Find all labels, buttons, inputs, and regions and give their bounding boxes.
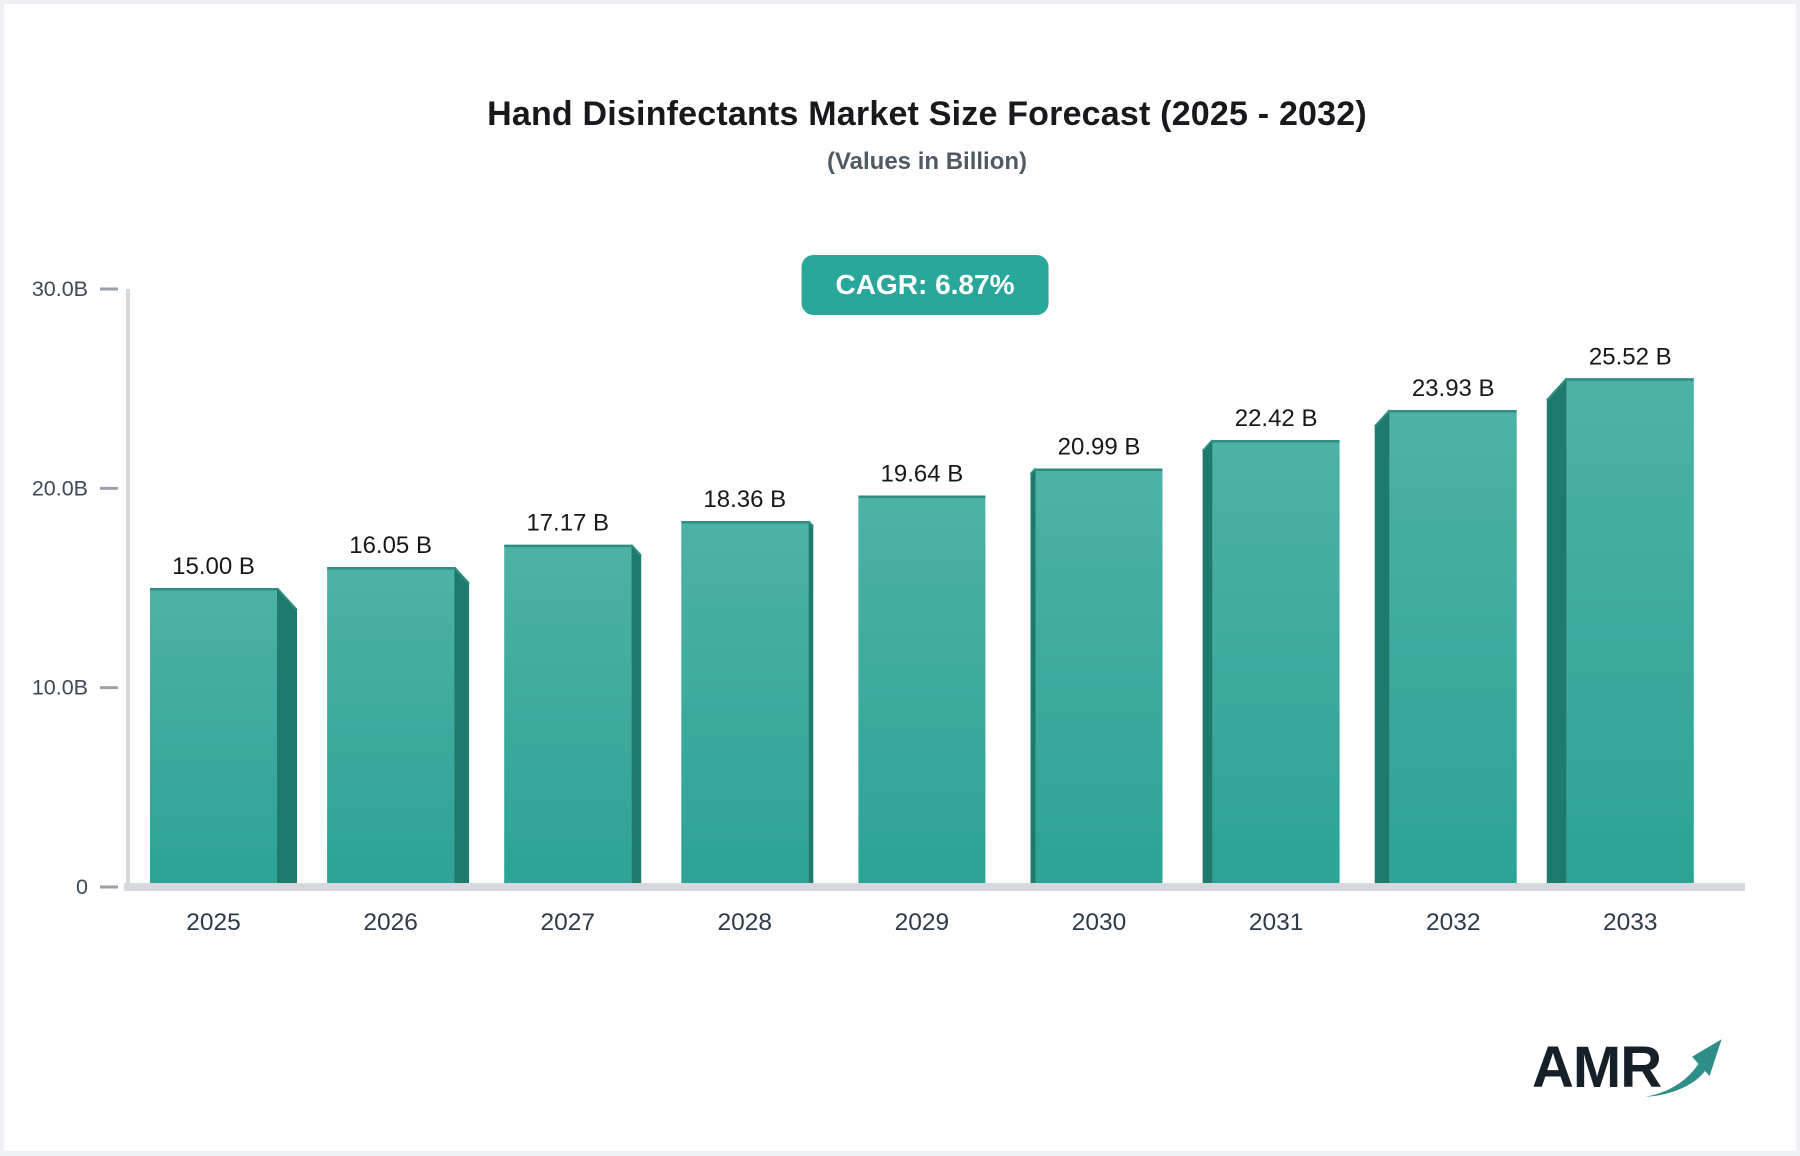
bar-side-3d [631, 544, 642, 887]
bar-side-edge [1029, 467, 1037, 475]
bar-side-edge [807, 520, 815, 528]
bar-side-3d [277, 588, 297, 887]
x-label-2033: 2033 [1603, 909, 1658, 936]
bar-side-3d [1546, 378, 1567, 887]
growth-arrow-icon [1645, 1039, 1722, 1097]
x-label-2026: 2026 [363, 909, 418, 936]
x-label-2028: 2028 [718, 909, 773, 936]
bar-2033 [1566, 378, 1694, 887]
x-label-2030: 2030 [1072, 909, 1127, 936]
bar-side-3d [1374, 409, 1390, 887]
bar-side-edge [1546, 377, 1568, 401]
bar-side-edge [453, 566, 470, 585]
y-tick-label: 20.0B [32, 476, 88, 500]
bar-side-3d [808, 521, 814, 887]
bar-2027 [504, 544, 632, 887]
bar-2025 [150, 588, 277, 887]
chart-title: Hand Disinfectants Market Size Forecast … [487, 95, 1367, 133]
bar-side-3d [1030, 468, 1036, 887]
bar-2032 [1389, 409, 1517, 887]
value-label-2031: 22.42 B [1235, 405, 1318, 432]
cagr-badge: CAGR: 6.87% [801, 255, 1049, 315]
x-label-2029: 2029 [895, 909, 950, 936]
value-label-2029: 19.64 B [881, 461, 964, 488]
bar-side-edge [1201, 439, 1214, 452]
value-label-2027: 17.17 B [526, 510, 609, 537]
y-tick-label: 30.0B [32, 277, 88, 301]
y-tick [100, 885, 118, 889]
value-label-2030: 20.99 B [1058, 434, 1141, 461]
bar-side-edge [630, 544, 642, 557]
value-label-2026: 16.05 B [349, 532, 432, 559]
bar-side-3d [454, 567, 470, 887]
amr-logo: AMR [1532, 1034, 1722, 1114]
bar-side-edge [276, 587, 298, 611]
bar-2030 [1035, 468, 1163, 887]
x-label-2032: 2032 [1426, 909, 1481, 936]
amr-logo-text: AMR [1532, 1035, 1662, 1100]
bar-2026 [327, 567, 455, 887]
x-label-2025: 2025 [186, 909, 241, 936]
y-axis-line [126, 289, 130, 891]
bar-2028 [681, 521, 809, 887]
x-label-2027: 2027 [540, 909, 595, 936]
x-label-2031: 2031 [1249, 909, 1304, 936]
y-tick [100, 287, 118, 291]
y-tick-label: 10.0B [32, 676, 88, 700]
x-axis-line [124, 883, 1745, 891]
y-tick [100, 686, 118, 690]
value-label-2032: 23.93 B [1412, 375, 1495, 402]
bar-side-3d [1202, 440, 1213, 887]
chart-subtitle: (Values in Billion) [826, 148, 1028, 175]
value-label-2028: 18.36 B [703, 486, 786, 513]
y-tick-label: 0 [76, 875, 88, 899]
value-label-2025: 15.00 B [172, 553, 255, 580]
bar-2031 [1212, 440, 1340, 887]
value-label-2033: 25.52 B [1589, 343, 1672, 370]
bar-side-edge [1373, 409, 1391, 428]
y-tick [100, 486, 118, 490]
bar-2029 [858, 495, 986, 887]
